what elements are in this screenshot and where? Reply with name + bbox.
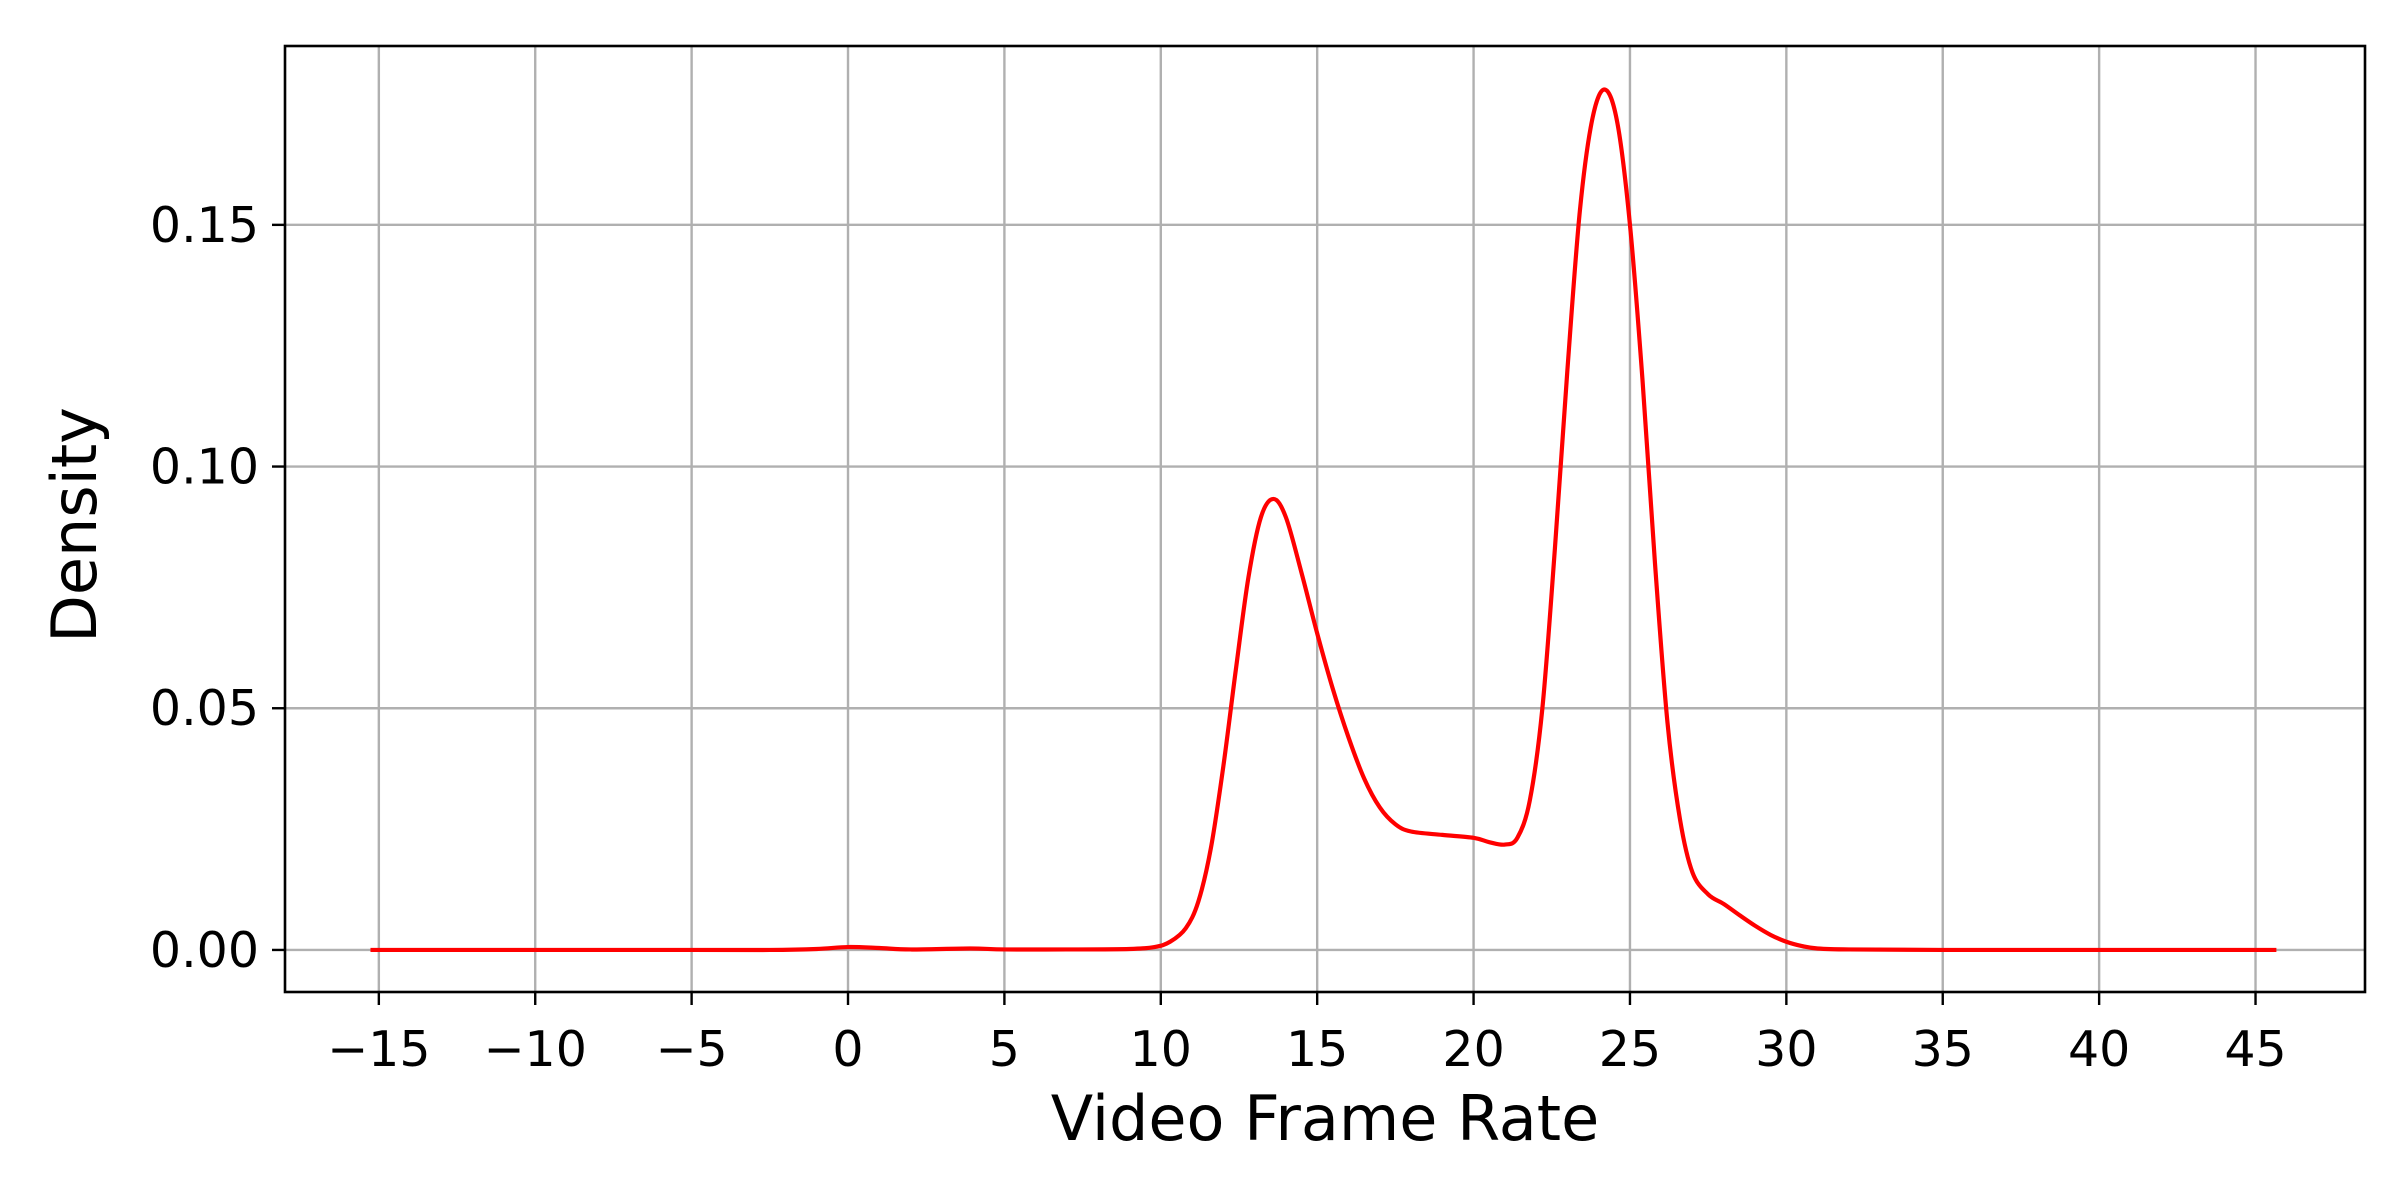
x-axis-title: Video Frame Rate: [1051, 1082, 1599, 1155]
x-tick-label: −15: [327, 1021, 430, 1078]
y-tick-label: 0.05: [150, 680, 259, 737]
x-tick-label: 30: [1755, 1021, 1817, 1078]
y-tick-label: 0.10: [150, 439, 259, 496]
x-tick-label: 0: [832, 1021, 863, 1078]
tick-labels: −15 −10 −5 0 5 10 15 20 25 30 35 40 45 0.00 0.05 0.10 0.…: [150, 197, 2287, 1078]
series-layer: [370, 87, 2277, 953]
y-tick-label: 0.00: [150, 922, 259, 979]
x-tick-label: 5: [989, 1021, 1020, 1078]
x-tick-label: 15: [1286, 1021, 1348, 1078]
y-tick-label: 0.15: [150, 197, 259, 254]
x-tick-label: −5: [655, 1021, 727, 1078]
x-tick-label: 45: [2224, 1021, 2286, 1078]
x-tick-label: 20: [1442, 1021, 1504, 1078]
y-axis-title: Density: [38, 407, 111, 643]
plot-frame: [283, 44, 2367, 994]
axis-ticks: [272, 223, 2257, 1005]
axes-frame: [283, 44, 2367, 994]
x-tick-label: 40: [2068, 1021, 2130, 1078]
x-tick-label: −10: [484, 1021, 587, 1078]
density-curve: [370, 87, 2277, 953]
x-tick-label: 10: [1130, 1021, 1192, 1078]
x-tick-label: 25: [1599, 1021, 1661, 1078]
x-tick-label: 35: [1912, 1021, 1974, 1078]
